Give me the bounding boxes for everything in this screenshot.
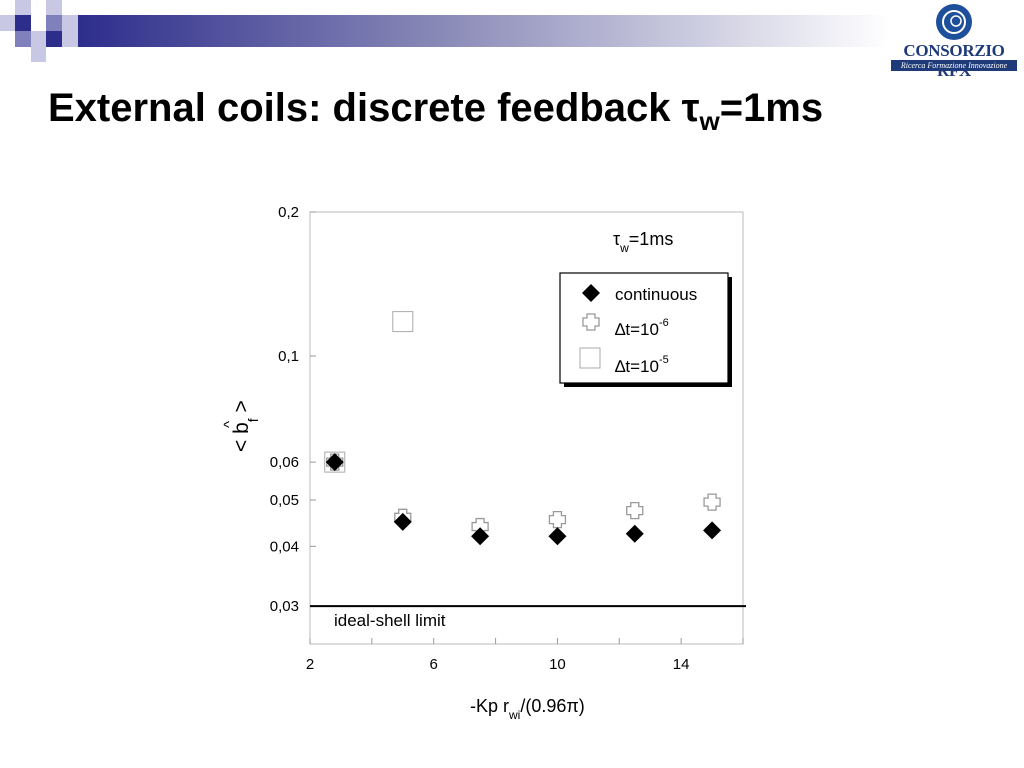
y-axis-label-pre: < b: [230, 422, 253, 452]
svg-text:< bf >: < bf >: [230, 400, 261, 452]
legend-marker-dt5: [579, 347, 601, 369]
title-main: External coils: discrete feedback τ: [48, 86, 700, 130]
x-axis-label-main: -Kp r: [470, 696, 509, 716]
y-axis-label-sub: f: [245, 418, 261, 422]
y-tick-label: 0,2: [278, 204, 299, 221]
point-dt6: [626, 502, 644, 520]
legend-label-dt6: ∆t=10-6: [615, 317, 669, 339]
point-continuous: [471, 527, 490, 546]
y-axis-label: < bf > ^: [221, 400, 261, 452]
x-tick-label: 10: [549, 656, 566, 673]
y-tick-label: 0,05: [270, 492, 299, 509]
legend-marker-dt6: [582, 313, 600, 331]
header-decoration-bar: [0, 0, 890, 62]
y-tick-label: 0,06: [270, 454, 299, 471]
legend-marker-continuous: [582, 284, 600, 302]
logo-tagline: Ricerca Formazione Innovazione: [891, 60, 1017, 71]
legend-label-continuous: continuous: [615, 285, 697, 304]
ideal-shell-limit-label: ideal-shell limit: [334, 611, 446, 630]
point-dt5: [392, 311, 414, 333]
legend-label-dt6-exp: -6: [659, 317, 669, 329]
y-tick-label: 0,1: [278, 348, 299, 365]
point-continuous: [548, 527, 567, 546]
title-tail: =1ms: [719, 86, 824, 130]
logo-emblem-icon: [936, 4, 972, 40]
y-tick-label: 0,04: [270, 538, 299, 555]
x-tick-label: 14: [673, 656, 690, 673]
plot-frame: [309, 211, 744, 645]
point-dt6: [703, 493, 721, 511]
legend-label-dt6-main: ∆t=10: [615, 320, 659, 339]
y-tick-label: 0,03: [270, 598, 299, 615]
y-axis-label-post: >: [230, 400, 253, 418]
y-axis-label-hat: ^: [221, 421, 238, 428]
point-continuous: [325, 453, 344, 472]
x-axis-label-tail: /(0.96π): [520, 696, 584, 716]
tau-subscript: w: [619, 241, 629, 255]
x-axis-label-sub: wi: [508, 708, 520, 722]
tau-symbol: τ: [613, 229, 620, 249]
point-dt6: [548, 510, 567, 529]
legend-label-dt5: ∆t=10-5: [615, 354, 669, 376]
legend: continuous ∆t=10-6 ∆t=10-5: [559, 272, 732, 387]
point-continuous: [703, 521, 722, 540]
legend-label-dt5-main: ∆t=10: [615, 357, 659, 376]
y-tick-labels: 0,2 0,1 0,06 0,05 0,04 0,03: [270, 204, 299, 615]
title-subscript: w: [699, 106, 720, 136]
point-continuous: [393, 512, 412, 531]
point-continuous: [625, 524, 644, 543]
legend-label-dt5-exp: -5: [659, 354, 669, 366]
tau-tail: =1ms: [629, 229, 674, 249]
consorzio-rfx-logo: CONSORZIO RFX Ricerca Formazione Innovaz…: [888, 2, 1020, 80]
x-tick-label: 6: [430, 656, 438, 673]
x-tick-label: 2: [306, 656, 314, 673]
x-tick-labels: 2 6 10 14: [306, 656, 690, 673]
slide-title: External coils: discrete feedback τw=1ms: [48, 86, 823, 137]
tau-annotation: τw=1ms: [613, 229, 673, 255]
axis-ticks: [309, 211, 744, 644]
x-axis-label: -Kp rwi/(0.96π): [470, 696, 585, 722]
data-points: [324, 311, 722, 546]
